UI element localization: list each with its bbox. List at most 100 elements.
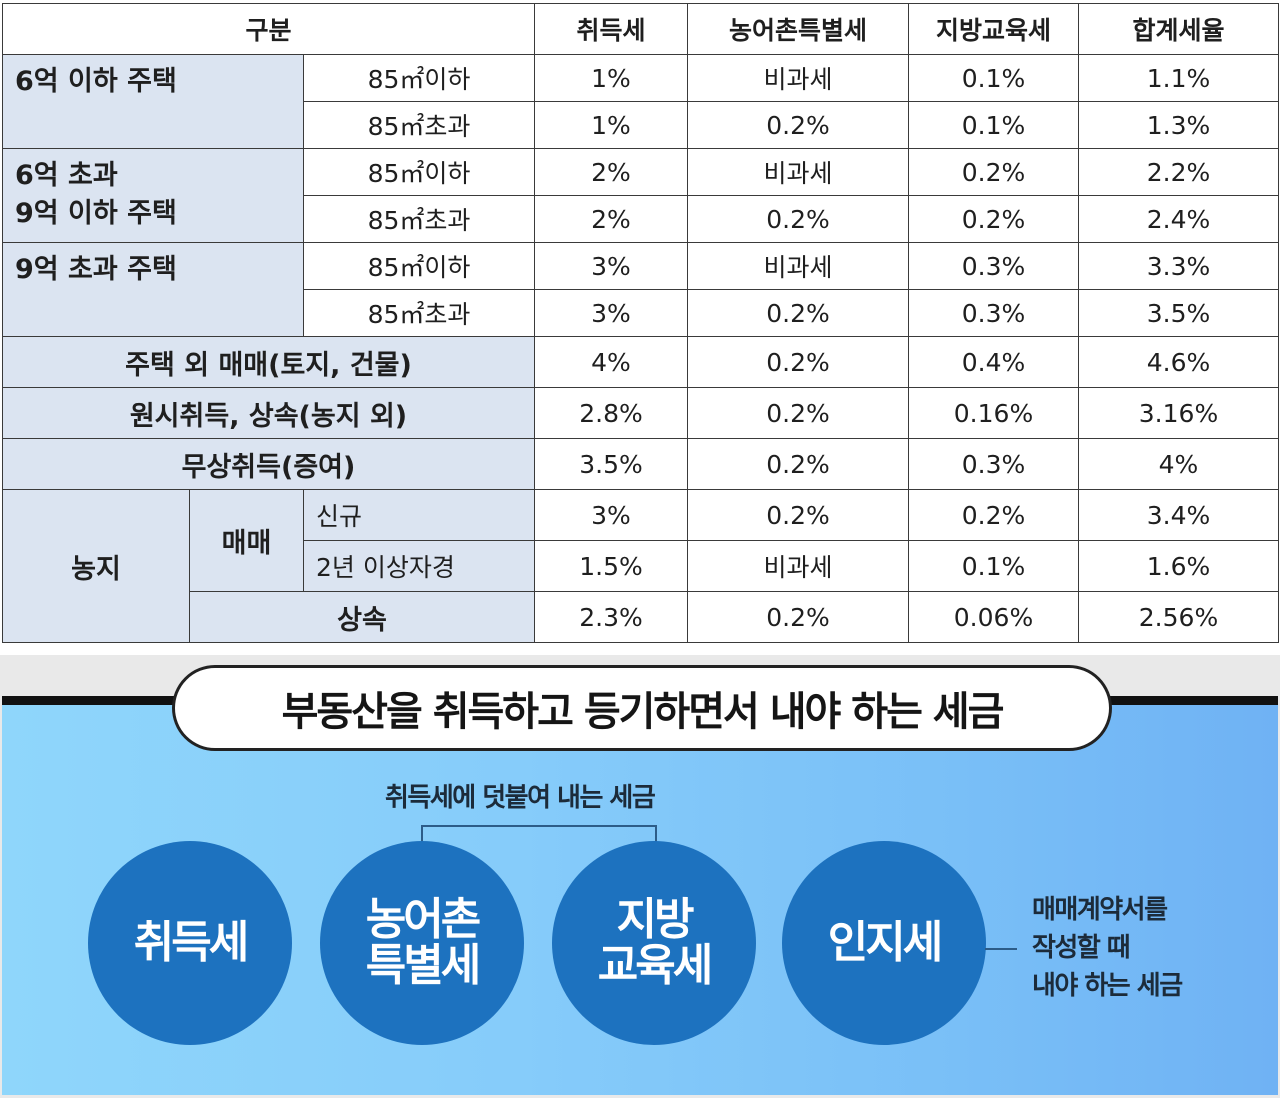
infographic-title: 부동산을 취득하고 등기하면서 내야 하는 세금 [281,689,1005,735]
total-rate-cell: 3.4% [1078,489,1279,541]
circle-label: 인지세 [827,917,943,968]
circle-stamp-tax: 인지세 [782,841,986,1045]
acquisition-tax-cell: 2% [534,195,688,243]
acquisition-tax-cell: 2% [534,148,688,196]
rural-special-tax-cell: 비과세 [687,54,909,102]
circle-label-line-1: 지방 [616,894,695,945]
category-cell: 무상취득(증여) [2,438,535,490]
local-education-tax-cell: 0.16% [908,387,1079,439]
acquisition-tax-rate-table: 구분 취득세 농어촌특별세 지방교육세 합계세율 6억 이하 주택 85㎡이하 … [2,3,1279,643]
acquisition-tax-rate-table-container: 구분 취득세 농어촌특별세 지방교육세 합계세율 6억 이하 주택 85㎡이하 … [2,3,1279,651]
farmland-inheritance-cell: 상속 [189,591,535,643]
local-education-tax-cell: 0.06% [908,591,1079,643]
category-cell: 원시취득, 상속(농지 외) [2,387,535,439]
total-rate-cell: 3.3% [1078,242,1279,290]
local-education-tax-cell: 0.3% [908,289,1079,337]
table-row: 6억 이하 주택 85㎡이하 1% 비과세 0.1% 1.1% [2,54,1279,149]
total-rate-cell: 1.3% [1078,101,1279,149]
acquisition-tax-cell: 4% [534,336,688,388]
table-row: 원시취득, 상속(농지 외) 2.8% 0.2% 0.16% 3.16% [2,387,1279,439]
total-rate-cell: 2.2% [1078,148,1279,196]
table-row: 농지 매매 신규 3% 0.2% 0.2% 3.4% [2,489,1279,643]
farmland-sub-cell: 신규 [303,489,535,541]
category-cell: 6억 초과 9억 이하 주택 [2,148,304,243]
local-education-tax-cell: 0.2% [908,489,1079,541]
table-row: 무상취득(증여) 3.5% 0.2% 0.3% 4% [2,438,1279,490]
tax-infographic: 부동산을 취득하고 등기하면서 내야 하는 세금 취득세에 덧붙여 내는 세금 … [0,655,1280,1098]
header-category: 구분 [2,3,535,55]
table-row: 6억 초과 9억 이하 주택 85㎡이하 2% 비과세 0.2% 2.2% [2,148,1279,243]
stamp-tax-note: 매매계약서를 작성할 때 내야 하는 세금 [1032,891,1183,1005]
note-line-1: 매매계약서를 [1032,895,1168,925]
acquisition-tax-cell: 2.8% [534,387,688,439]
table-row: 85㎡초과 3% 0.2% 0.3% 3.5% [3,289,1279,337]
rural-special-tax-cell: 0.2% [687,195,909,243]
farmland-sub-cell: 2년 이상자경 [303,540,535,592]
table-row: 2년 이상자경 1.5% 비과세 0.1% 1.6% [3,540,1279,592]
area-cell: 85㎡이하 [303,242,535,290]
header-total-rate: 합계세율 [1078,3,1279,55]
acquisition-tax-cell: 2.3% [534,591,688,643]
circle-rural-special-tax: 농어촌 특별세 [320,841,524,1045]
rural-special-tax-cell: 0.2% [687,289,909,337]
circle-acquisition-tax: 취득세 [88,841,292,1045]
category-cell: 6억 이하 주택 [2,54,304,149]
rural-special-tax-cell: 비과세 [687,148,909,196]
header-acquisition-tax: 취득세 [534,3,688,55]
bracket-connector [421,825,657,847]
rural-special-tax-cell: 0.2% [687,438,909,490]
total-rate-cell: 2.4% [1078,195,1279,243]
category-line-2: 9억 이하 주택 [15,198,177,229]
infographic-title-pill: 부동산을 취득하고 등기하면서 내야 하는 세금 [172,665,1112,751]
total-rate-cell: 3.16% [1078,387,1279,439]
local-education-tax-cell: 0.1% [908,540,1079,592]
table-row: 주택 외 매매(토지, 건물) 4% 0.2% 0.4% 4.6% [2,336,1279,388]
total-rate-cell: 4.6% [1078,336,1279,388]
note-line-3: 내야 하는 세금 [1032,971,1183,1001]
rural-special-tax-cell: 0.2% [687,489,909,541]
circle-label-line-1: 농어촌 [365,894,481,945]
farmland-trade-cell: 매매 [189,489,304,592]
local-education-tax-cell: 0.1% [908,101,1079,149]
acquisition-tax-cell: 1% [534,101,688,149]
rural-special-tax-cell: 0.2% [687,336,909,388]
local-education-tax-cell: 0.3% [908,438,1079,490]
rural-special-tax-cell: 0.2% [687,591,909,643]
circle-local-education-tax: 지방 교육세 [552,841,756,1045]
circle-label: 취득세 [133,917,249,968]
acquisition-tax-cell: 3.5% [534,438,688,490]
local-education-tax-cell: 0.1% [908,54,1079,102]
table-row: 상속 2.3% 0.2% 0.06% 2.56% [3,591,1279,643]
header-local-education-tax: 지방교육세 [908,3,1079,55]
total-rate-cell: 4% [1078,438,1279,490]
rural-special-tax-cell: 비과세 [687,242,909,290]
total-rate-cell: 1.1% [1078,54,1279,102]
area-cell: 85㎡이하 [303,54,535,102]
acquisition-tax-cell: 1.5% [534,540,688,592]
note-line-2: 작성할 때 [1032,933,1131,963]
total-rate-cell: 3.5% [1078,289,1279,337]
local-education-tax-cell: 0.2% [908,148,1079,196]
bracket-label: 취득세에 덧붙여 내는 세금 [385,783,656,813]
rural-special-tax-cell: 0.2% [687,387,909,439]
acquisition-tax-cell: 1% [534,54,688,102]
rural-special-tax-cell: 비과세 [687,540,909,592]
header-rural-special-tax: 농어촌특별세 [687,3,909,55]
area-cell: 85㎡초과 [303,289,535,337]
rural-special-tax-cell: 0.2% [687,101,909,149]
table-header-row: 구분 취득세 농어촌특별세 지방교육세 합계세율 [2,3,1279,55]
total-rate-cell: 1.6% [1078,540,1279,592]
category-line-1: 6억 초과 [15,160,118,191]
area-cell: 85㎡초과 [303,195,535,243]
local-education-tax-cell: 0.3% [908,242,1079,290]
acquisition-tax-cell: 3% [534,242,688,290]
stamp-tax-connector-line [985,948,1017,950]
table-row: 85㎡초과 1% 0.2% 0.1% 1.3% [3,101,1279,149]
acquisition-tax-cell: 3% [534,289,688,337]
area-cell: 85㎡이하 [303,148,535,196]
table-row: 85㎡초과 2% 0.2% 0.2% 2.4% [3,195,1279,243]
local-education-tax-cell: 0.2% [908,195,1079,243]
total-rate-cell: 2.56% [1078,591,1279,643]
category-cell: 주택 외 매매(토지, 건물) [2,336,535,388]
local-education-tax-cell: 0.4% [908,336,1079,388]
